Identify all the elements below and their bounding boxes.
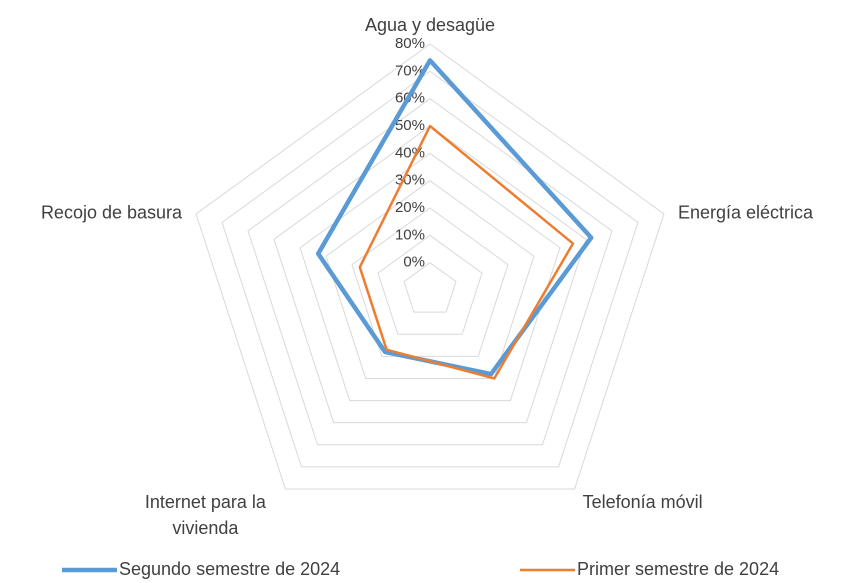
- y-tick-label: 20%: [395, 199, 425, 216]
- y-tick-label: 0%: [403, 254, 425, 271]
- y-tick-label: 70%: [395, 62, 425, 79]
- y-tick-label: 80%: [395, 35, 425, 52]
- series-line: [358, 124, 575, 380]
- y-tick-label: 10%: [395, 226, 425, 243]
- category-label-line: Internet para la: [145, 492, 267, 512]
- grid-ring: [247, 98, 613, 446]
- category-label: Telefonía móvil: [583, 492, 703, 512]
- category-label: Recojo de basura: [41, 203, 183, 223]
- grid-ring: [377, 234, 483, 335]
- category-label: Energía eléctrica: [678, 203, 814, 223]
- grid-ring: [195, 43, 665, 490]
- series-line: [315, 58, 594, 377]
- y-tick-label: 30%: [395, 172, 425, 189]
- grid-ring: [403, 262, 457, 313]
- grid-ring: [299, 152, 561, 402]
- y-tick-label: 50%: [395, 117, 425, 134]
- legend-label: Segundo semestre de 2024: [119, 559, 340, 579]
- grid-ring: [325, 180, 535, 379]
- category-label: Internet para la vivienda: [145, 492, 267, 538]
- grid-ring: [221, 70, 639, 468]
- grid-ring: [273, 125, 587, 424]
- category-label-line: vivienda: [172, 518, 239, 538]
- legend-label: Primer semestre de 2024: [577, 559, 779, 579]
- category-label: Agua y desagüe: [365, 15, 495, 35]
